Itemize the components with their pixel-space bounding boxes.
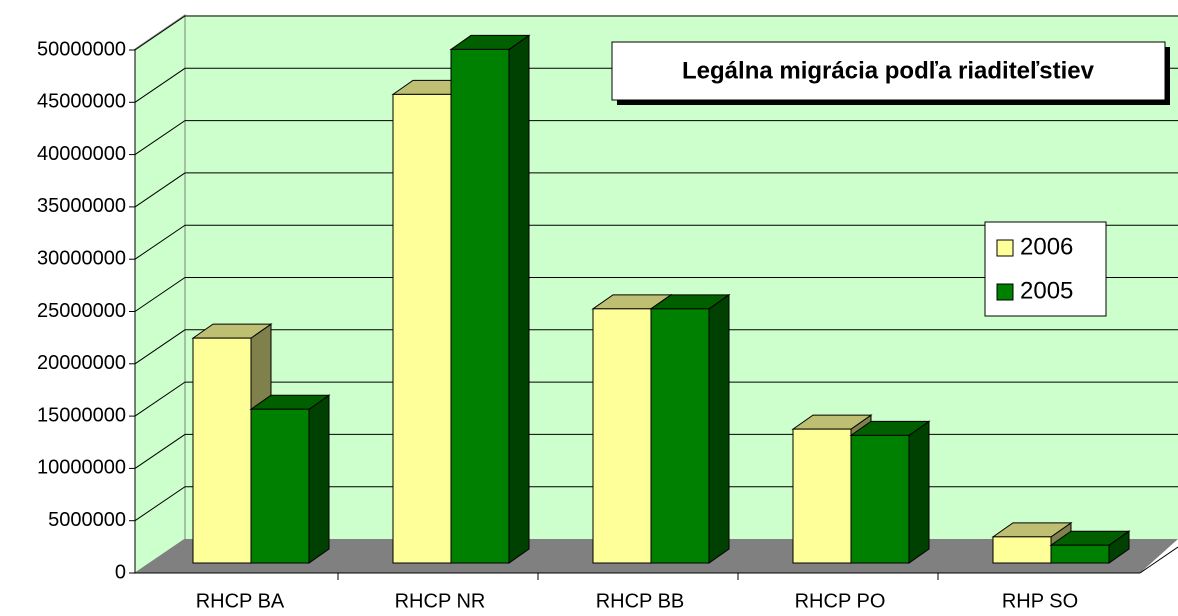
bar-side	[708, 293, 730, 564]
y-tick-label: 40000000	[37, 143, 126, 165]
legend-swatch	[996, 239, 1014, 257]
bar-front	[192, 337, 252, 564]
bar-side	[508, 34, 530, 564]
y-tick-label: 30000000	[37, 247, 126, 269]
bar-side	[308, 394, 330, 564]
bar-front	[650, 308, 710, 564]
y-tick-label: 0	[115, 561, 126, 583]
bar	[1049, 530, 1131, 564]
x-tick-label: RHP SO	[1002, 590, 1078, 612]
y-tick-label: 10000000	[37, 457, 126, 479]
y-tick-label: 25000000	[37, 300, 126, 322]
legend-label: 2005	[1020, 277, 1073, 304]
floor-edge	[1139, 546, 1178, 574]
grid-line	[134, 329, 1178, 365]
grid-line	[134, 15, 1178, 51]
y-tick-label: 20000000	[37, 352, 126, 374]
x-tick-label: RHCP PO	[795, 590, 886, 612]
bar-side	[908, 420, 930, 564]
bar-front	[250, 408, 310, 564]
y-tick-label: 15000000	[37, 404, 126, 426]
bar-front	[792, 428, 852, 564]
y-tick-label: 35000000	[37, 195, 126, 217]
y-tick-label: 5000000	[48, 509, 126, 531]
grid-line	[134, 277, 1178, 312]
bar-front	[592, 308, 652, 564]
title-box	[611, 41, 1166, 101]
y-tick-label: 50000000	[37, 38, 126, 60]
bar-front	[450, 48, 510, 564]
grid-line	[134, 120, 1178, 156]
grid-line	[134, 381, 1178, 417]
y-tick-label: 45000000	[37, 91, 126, 113]
grid-line	[134, 172, 1178, 208]
x-tick-label: RHCP BA	[196, 590, 285, 612]
bar	[649, 293, 731, 564]
x-tick-label: RHCP NR	[395, 590, 486, 612]
bar	[249, 394, 331, 564]
bar-front	[850, 434, 910, 564]
grid-line	[134, 224, 1178, 260]
bar-front	[992, 536, 1052, 564]
bar	[449, 34, 531, 564]
legend-swatch	[996, 283, 1014, 301]
bar	[849, 420, 931, 564]
bar-front	[1050, 544, 1110, 564]
x-tick-label: RHCP BB	[596, 590, 685, 612]
chart-title: Legálna migrácia podľa riaditeľstiev	[682, 57, 1095, 84]
bar-front	[392, 93, 452, 564]
legend-label: 2006	[1020, 233, 1073, 260]
